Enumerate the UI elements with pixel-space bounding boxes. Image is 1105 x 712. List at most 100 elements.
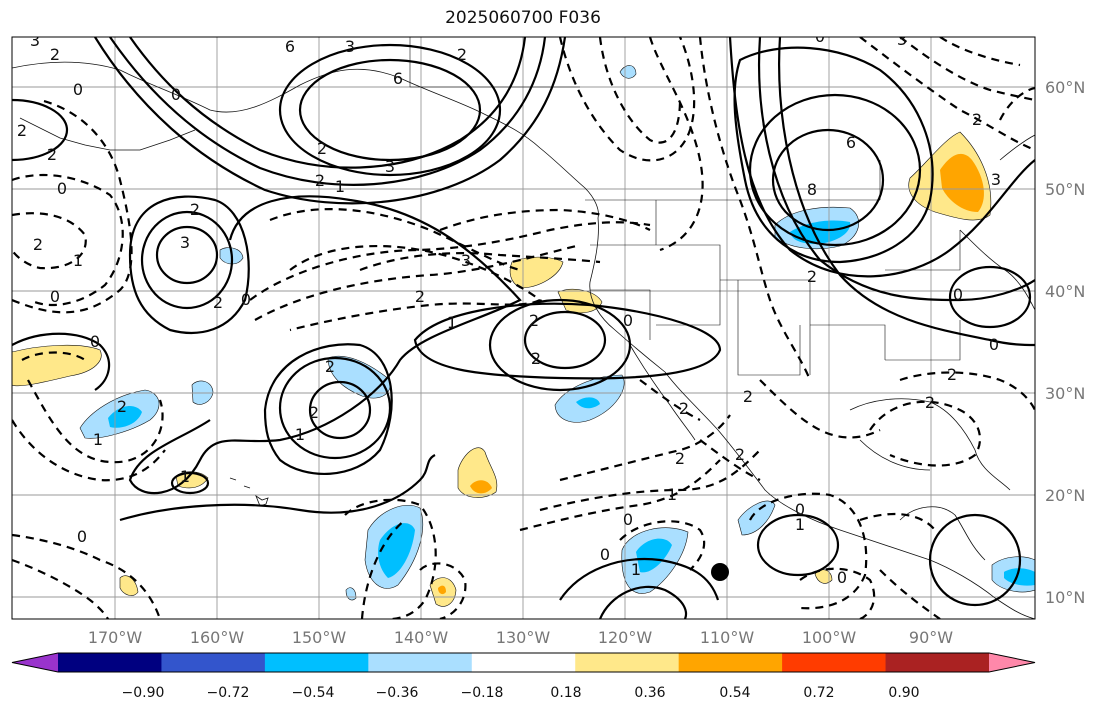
contour-line bbox=[598, 37, 682, 144]
contour-label: 0 bbox=[73, 80, 83, 99]
contour-label: 2 bbox=[529, 311, 539, 330]
contour-label: 2 bbox=[743, 387, 753, 406]
contour-line bbox=[359, 252, 601, 272]
contour-label: 1 bbox=[295, 425, 305, 444]
colorbar-tick-label: −0.18 bbox=[461, 685, 504, 701]
negative-core-patch bbox=[576, 397, 600, 409]
contour-line bbox=[619, 520, 706, 571]
colorbar-segment bbox=[161, 653, 266, 672]
contour-label: 2 bbox=[47, 145, 57, 164]
negative-shading-patch bbox=[619, 65, 637, 79]
contour-label: 2 bbox=[309, 403, 319, 422]
contour-line bbox=[21, 351, 86, 361]
lon-label: 90°W bbox=[909, 628, 953, 647]
negative-core-patch bbox=[1004, 568, 1035, 586]
contour-label: 1 bbox=[93, 430, 103, 449]
negative-shading-patch bbox=[737, 500, 776, 536]
lon-label: 100°W bbox=[802, 628, 857, 647]
contour-label: 6 bbox=[285, 37, 295, 56]
contour-label: 1 bbox=[795, 515, 805, 534]
colorbar-tick-label: −0.54 bbox=[292, 685, 335, 701]
colorbar-segment bbox=[368, 653, 473, 672]
contour-line bbox=[128, 195, 522, 495]
latitude-labels: 60°N 50°N 40°N 30°N 20°N 10°N bbox=[1045, 78, 1085, 607]
contour-label: 2 bbox=[675, 449, 685, 468]
contour-label: 2 bbox=[17, 121, 27, 140]
lon-label: 120°W bbox=[598, 628, 653, 647]
contour-line bbox=[999, 86, 1035, 121]
colorbar-extend-min bbox=[12, 653, 58, 672]
contour-line bbox=[119, 454, 436, 522]
contour-label: 2 bbox=[50, 45, 60, 64]
colorbar-tick-label: −0.72 bbox=[207, 685, 250, 701]
contour-line bbox=[748, 93, 922, 247]
contour-line bbox=[278, 356, 392, 460]
contour-line bbox=[559, 414, 731, 482]
colorbar-tick-label: −0.90 bbox=[122, 685, 165, 701]
contour-line bbox=[948, 265, 1032, 329]
lat-label: 60°N bbox=[1045, 78, 1085, 97]
contour-label: 0 bbox=[600, 545, 610, 564]
contour-label: 3 bbox=[30, 31, 40, 50]
contour-line bbox=[799, 567, 876, 619]
contour-label: 3 bbox=[897, 30, 907, 49]
contour-label: 2 bbox=[531, 349, 541, 368]
contour-line bbox=[269, 207, 521, 272]
contour-label: 2 bbox=[457, 45, 467, 64]
contour-label: 0 bbox=[989, 335, 999, 354]
contour-line bbox=[249, 221, 651, 301]
storm-position-marker bbox=[711, 563, 729, 581]
solid-contours bbox=[12, 37, 1035, 619]
contour-line bbox=[539, 449, 761, 512]
contour-line bbox=[109, 37, 547, 186]
contour-line bbox=[360, 519, 406, 619]
contour-label: 0 bbox=[77, 527, 87, 546]
contour-line bbox=[254, 243, 581, 321]
positive-shading-patch bbox=[119, 575, 139, 596]
colorbar-outline bbox=[11, 652, 1036, 673]
contour-label: 3 bbox=[385, 157, 395, 176]
colorbar-segment bbox=[678, 653, 783, 672]
contour-label: 2 bbox=[735, 445, 745, 464]
contour-label: 1 bbox=[73, 251, 83, 270]
contour-line bbox=[777, 37, 1035, 347]
contour-line bbox=[12, 173, 124, 307]
contour-label: 2 bbox=[190, 200, 200, 219]
coastline-hawaii bbox=[229, 477, 269, 507]
contour-label: 2 bbox=[213, 293, 223, 312]
contour-line bbox=[155, 225, 219, 285]
dashed-contours bbox=[12, 37, 1035, 619]
colorbar-tick-label: 0.54 bbox=[719, 685, 750, 701]
contour-line bbox=[439, 208, 651, 232]
lat-label: 30°N bbox=[1045, 384, 1085, 403]
contour-line bbox=[523, 310, 607, 370]
negative-core-patch bbox=[378, 523, 415, 578]
positive-core-patch bbox=[940, 153, 984, 212]
colorbar-tick-label: −0.36 bbox=[376, 685, 419, 701]
colorbar-segment bbox=[885, 653, 990, 672]
contour-label: 2 bbox=[925, 393, 935, 412]
contour-line bbox=[648, 37, 704, 252]
contour-label: 0 bbox=[953, 285, 963, 304]
contour-label: 3 bbox=[345, 37, 355, 56]
contour-label: 0 bbox=[241, 290, 251, 309]
lon-label: 110°W bbox=[700, 628, 755, 647]
contour-line bbox=[771, 128, 885, 232]
colorbar-tick-label: 0.90 bbox=[888, 685, 919, 701]
contour-label: 0 bbox=[57, 179, 67, 198]
contour-line bbox=[170, 471, 210, 495]
colorbar-segment bbox=[58, 653, 162, 672]
contour-line bbox=[488, 298, 632, 392]
colorbar-segment bbox=[575, 653, 680, 672]
contour-line bbox=[27, 379, 164, 464]
contour-label: 0 bbox=[795, 500, 805, 519]
contour-label: 2 bbox=[947, 365, 957, 384]
contour-label: 2 bbox=[415, 287, 425, 306]
contour-label: 2 bbox=[325, 357, 335, 376]
contour-label: 0 bbox=[623, 510, 633, 529]
coastline-central-america bbox=[899, 506, 986, 561]
contour-label: 8 bbox=[807, 180, 817, 199]
contour-label: 2 bbox=[315, 171, 325, 190]
colorbar-segment bbox=[471, 653, 576, 672]
contour-label: 0 bbox=[90, 332, 100, 351]
